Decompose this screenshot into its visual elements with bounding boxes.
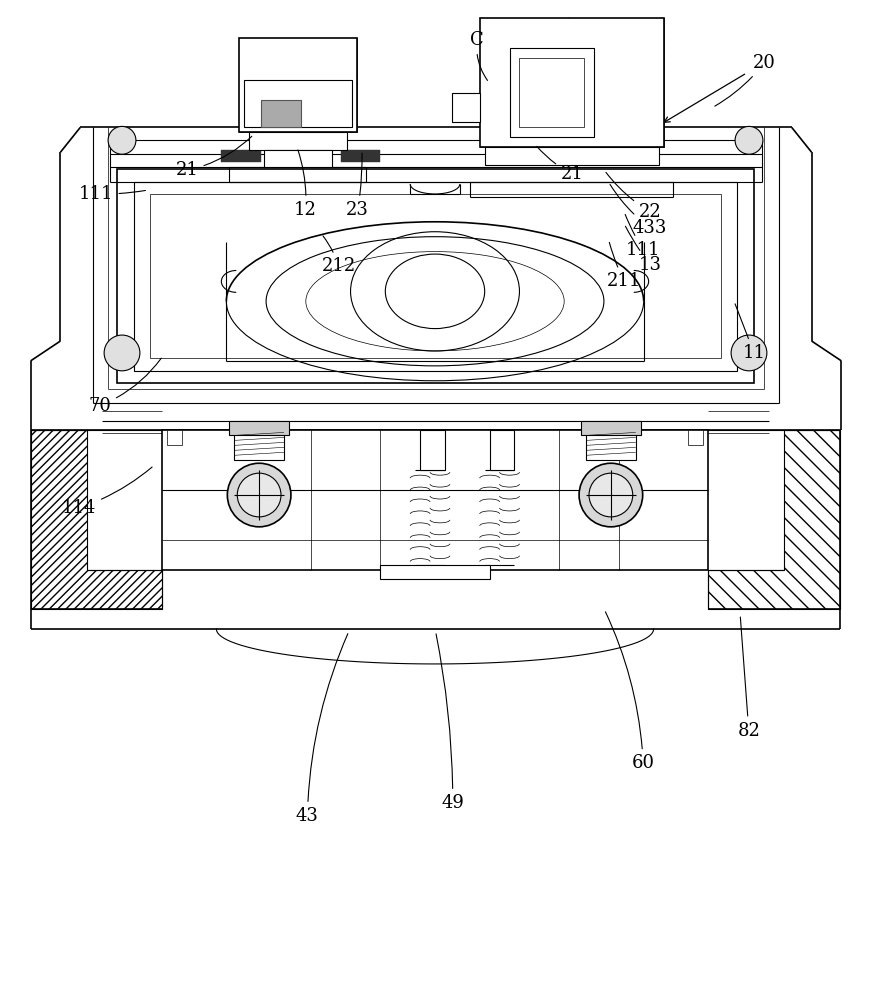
Text: 11: 11 (735, 304, 766, 362)
Bar (264, 150, 332, 167)
Bar (166, 430, 182, 445)
Bar (452, 93, 480, 122)
Circle shape (105, 335, 140, 371)
Bar (150, 194, 721, 358)
Text: 111: 111 (79, 185, 145, 203)
Text: 433: 433 (610, 184, 667, 237)
Text: 12: 12 (294, 150, 317, 219)
Bar (490, 430, 515, 470)
Bar (341, 150, 381, 162)
Bar (234, 430, 284, 460)
Bar (452, 93, 480, 122)
Text: 114: 114 (62, 467, 152, 517)
Bar (510, 48, 594, 137)
Bar (484, 147, 658, 165)
Bar (240, 38, 356, 132)
Bar (264, 150, 332, 167)
Circle shape (108, 126, 136, 154)
Bar (381, 565, 490, 579)
Text: 21: 21 (176, 136, 252, 179)
Bar (480, 18, 664, 147)
Circle shape (735, 126, 763, 154)
Text: 49: 49 (436, 634, 464, 812)
Text: 111: 111 (625, 214, 660, 259)
Bar (586, 430, 636, 460)
Bar (244, 80, 352, 127)
Text: 82: 82 (738, 617, 760, 740)
Bar (249, 132, 347, 150)
Bar (221, 150, 261, 162)
Text: 21: 21 (537, 146, 584, 183)
Bar (244, 80, 352, 127)
Text: C: C (470, 31, 488, 80)
Bar (249, 132, 347, 150)
Polygon shape (30, 430, 162, 609)
Text: 211: 211 (607, 242, 641, 290)
Bar (240, 38, 356, 132)
Text: 212: 212 (321, 236, 355, 275)
Text: 13: 13 (625, 226, 662, 274)
Text: 22: 22 (606, 172, 661, 221)
Circle shape (589, 473, 632, 517)
Bar (484, 147, 658, 165)
Polygon shape (708, 430, 841, 609)
Text: 60: 60 (605, 612, 655, 772)
Circle shape (579, 463, 643, 527)
Circle shape (237, 473, 281, 517)
Text: 20: 20 (715, 54, 776, 106)
Bar (420, 430, 445, 470)
Bar (480, 18, 664, 147)
Circle shape (731, 335, 766, 371)
Bar (117, 169, 754, 383)
Bar (490, 150, 530, 162)
Bar (581, 421, 641, 435)
Bar (519, 58, 584, 127)
Circle shape (227, 463, 291, 527)
Bar (688, 430, 703, 445)
Bar (589, 150, 629, 162)
Bar (510, 48, 594, 137)
Bar (162, 430, 708, 570)
Bar (229, 421, 289, 435)
Bar (134, 182, 737, 371)
Text: 23: 23 (346, 153, 369, 219)
Bar (261, 100, 300, 127)
Text: 70: 70 (88, 358, 161, 415)
Text: 43: 43 (296, 634, 348, 825)
